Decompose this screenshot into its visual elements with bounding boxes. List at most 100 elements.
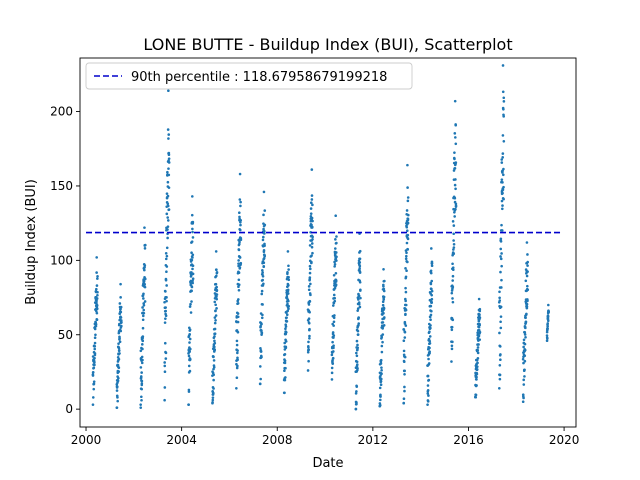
- data-point: [118, 340, 122, 344]
- x-tick-label: 2008: [262, 433, 293, 447]
- data-point: [382, 287, 386, 291]
- data-point: [259, 324, 262, 328]
- data-point: [405, 229, 409, 232]
- data-point: [116, 399, 119, 403]
- data-point: [283, 352, 287, 356]
- y-tick-label: 0: [65, 402, 73, 416]
- data-point: [356, 346, 360, 350]
- data-point: [163, 361, 166, 364]
- data-point: [286, 288, 290, 292]
- data-point: [382, 311, 385, 315]
- data-point: [309, 267, 312, 271]
- data-point: [96, 293, 99, 297]
- data-point: [93, 352, 97, 355]
- data-point: [213, 316, 217, 319]
- data-point: [143, 300, 147, 303]
- data-point: [260, 316, 264, 320]
- data-point: [355, 354, 359, 358]
- data-point: [355, 390, 358, 393]
- data-point: [523, 342, 527, 346]
- data-point: [403, 385, 406, 389]
- data-point: [263, 232, 266, 235]
- data-point: [379, 398, 382, 402]
- data-point: [333, 296, 337, 300]
- data-point: [333, 263, 337, 266]
- data-point: [164, 351, 168, 355]
- data-point: [379, 383, 383, 387]
- data-point: [453, 210, 456, 214]
- data-point: [261, 271, 264, 274]
- data-point: [141, 339, 145, 343]
- data-point: [213, 345, 216, 349]
- data-point: [310, 223, 313, 227]
- data-point: [428, 330, 431, 334]
- data-point: [428, 339, 432, 343]
- data-point: [525, 305, 529, 308]
- data-point: [164, 278, 168, 282]
- data-point: [426, 400, 430, 403]
- data-point: [382, 323, 386, 327]
- data-point: [311, 251, 314, 255]
- data-point: [117, 349, 121, 352]
- data-point: [382, 285, 385, 288]
- data-point: [309, 212, 313, 215]
- data-point: [166, 128, 170, 131]
- data-point: [546, 327, 549, 331]
- data-point: [309, 207, 313, 210]
- data-point: [212, 378, 215, 382]
- data-point: [426, 374, 430, 378]
- data-point: [332, 324, 335, 327]
- data-point: [502, 107, 505, 111]
- data-point: [501, 134, 505, 137]
- data-point: [191, 279, 194, 283]
- data-point: [189, 347, 192, 351]
- x-tick-label: 2016: [453, 433, 484, 447]
- data-point: [238, 228, 242, 232]
- data-point: [451, 285, 455, 289]
- data-point: [332, 334, 336, 337]
- data-point: [308, 264, 312, 268]
- data-point: [521, 400, 525, 404]
- data-point: [310, 198, 314, 201]
- data-point: [429, 269, 433, 273]
- data-point: [430, 309, 433, 313]
- data-point: [406, 260, 409, 264]
- data-point: [499, 240, 503, 243]
- data-point: [239, 261, 243, 265]
- data-point: [212, 391, 215, 395]
- data-point: [118, 337, 121, 340]
- data-point: [453, 99, 457, 103]
- data-point: [429, 282, 433, 286]
- data-point: [476, 351, 480, 355]
- data-point: [238, 266, 242, 269]
- data-point: [545, 339, 549, 343]
- data-point: [287, 283, 290, 287]
- data-point: [165, 254, 169, 258]
- data-point: [379, 358, 383, 362]
- data-point: [235, 376, 239, 380]
- data-point: [478, 323, 481, 327]
- data-point: [212, 387, 215, 390]
- data-point: [523, 359, 527, 363]
- data-point: [188, 333, 191, 336]
- data-point: [451, 266, 455, 269]
- data-point: [498, 296, 501, 300]
- data-point: [426, 392, 430, 395]
- data-point: [335, 255, 338, 259]
- data-point: [259, 365, 262, 368]
- data-point: [451, 300, 455, 304]
- data-point: [355, 351, 358, 355]
- data-point: [92, 366, 96, 370]
- data-point: [405, 225, 409, 229]
- data-point: [429, 318, 432, 321]
- data-point: [404, 308, 408, 312]
- data-point: [95, 304, 99, 307]
- data-point: [403, 355, 407, 359]
- data-point: [406, 248, 410, 251]
- data-point: [284, 325, 288, 328]
- data-point: [117, 342, 120, 345]
- data-point: [140, 382, 144, 385]
- data-point: [260, 355, 263, 359]
- data-point: [332, 316, 336, 320]
- data-point: [307, 346, 310, 349]
